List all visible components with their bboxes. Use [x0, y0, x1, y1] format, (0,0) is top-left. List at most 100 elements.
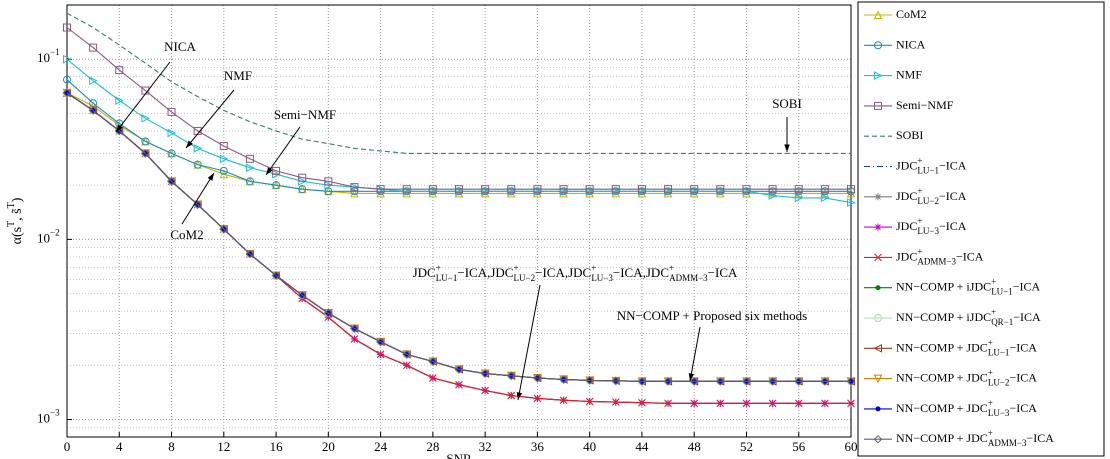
marker [350, 324, 359, 333]
text-part: JDC [568, 265, 591, 280]
marker [272, 166, 281, 175]
text-part: α(s [10, 227, 25, 244]
text-part: −ICA [1013, 279, 1041, 293]
tick-exponent: −1 [50, 47, 60, 57]
text-part: −ICA [1026, 431, 1054, 445]
text-part: −ICA [1009, 340, 1037, 354]
marker [297, 290, 307, 300]
marker [428, 357, 438, 366]
subscript: LU−3 [591, 273, 613, 283]
marker [559, 185, 568, 194]
arrow-head [516, 392, 523, 400]
legend-label: JDC+ LU−1−ICA [896, 156, 967, 176]
marker [690, 185, 699, 194]
legend-label: NMF [896, 67, 922, 81]
text-part: , s̃ [10, 208, 25, 221]
annotation-arrow [517, 284, 541, 401]
marker [402, 361, 411, 370]
annotation: JDC+ LU−1−ICA,JDC+ LU−2−ICA,JDC+ LU−3−ICA,J… [413, 263, 738, 283]
x-tick-label: 40 [583, 439, 596, 454]
arrow-head [784, 144, 790, 152]
y-tick-label: 10−3 [37, 408, 60, 426]
marker [768, 185, 777, 194]
subscript: LU−1 [988, 347, 1010, 357]
superscript: + [917, 216, 922, 226]
text-part: NMF [224, 68, 252, 83]
marker [193, 144, 203, 153]
text-part: JDC [896, 189, 917, 203]
marker [820, 188, 830, 198]
arrow-head [688, 373, 695, 381]
legend-label: NN−COMP + iJDC+ QR−1−ICA [896, 307, 1041, 327]
marker [480, 369, 490, 378]
annotation: Semi−NMF [274, 107, 336, 122]
text-part: SOBI [896, 128, 923, 142]
marker [88, 106, 98, 115]
marker [820, 185, 829, 194]
text-part: NN−COMP + Proposed six methods [617, 308, 807, 323]
marker [141, 137, 150, 146]
marker [533, 394, 542, 403]
series-line [66, 58, 852, 204]
marker [245, 154, 254, 163]
y-tick-label: 10−1 [37, 47, 60, 65]
superscript: + [513, 263, 518, 273]
marker [611, 185, 620, 194]
y-axis-label: α(sT, s̃T) [6, 197, 25, 244]
marker [637, 185, 646, 194]
tick-exponent: −3 [50, 408, 60, 418]
marker [324, 308, 333, 318]
marker [768, 191, 778, 200]
x-tick-label: 8 [168, 439, 175, 454]
marker [742, 185, 751, 194]
series-line [66, 12, 851, 154]
legend-label: NICA [896, 37, 926, 51]
marker [874, 101, 882, 110]
arrow-head [207, 173, 214, 181]
marker [376, 185, 385, 194]
marker [455, 185, 463, 194]
marker [875, 406, 881, 412]
marker [350, 188, 359, 198]
x-tick-label: 4 [116, 439, 123, 454]
tick-base: 10 [37, 230, 50, 245]
marker [873, 374, 883, 384]
marker [376, 337, 385, 347]
annotation-arrow [265, 126, 301, 176]
marker [874, 223, 882, 231]
superscript: + [988, 368, 993, 378]
text-part: NN−COMP + JDC [896, 401, 988, 415]
marker [376, 350, 385, 359]
marker [350, 335, 359, 343]
subscript: LU−3 [917, 226, 939, 236]
marker [455, 380, 463, 389]
text-part: −ICA, [535, 265, 568, 280]
marker [63, 54, 72, 64]
marker [874, 41, 882, 50]
x-tick-label: 0 [64, 439, 71, 454]
marker [742, 399, 751, 408]
legend-label: JDC+ LU−3−ICA [896, 216, 967, 236]
marker [873, 434, 883, 444]
marker [62, 88, 72, 98]
marker [429, 374, 437, 382]
superscript: + [988, 398, 993, 408]
marker [245, 177, 254, 186]
marker [324, 177, 333, 186]
marker [167, 177, 176, 186]
text-part: NN−COMP + iJDC [896, 310, 991, 324]
marker [245, 249, 255, 259]
text-part: NN−COMP + JDC [896, 431, 988, 445]
text-part: JDC [413, 265, 436, 280]
legend-label: SOBI [896, 128, 923, 142]
marker [585, 376, 594, 385]
marker [219, 166, 228, 175]
superscript: + [917, 156, 922, 166]
text-part: NICA [896, 37, 926, 51]
subscript: ADMM−3 [917, 256, 956, 266]
superscript: + [591, 263, 596, 273]
annotation-arrow [689, 326, 701, 382]
marker [716, 399, 725, 408]
